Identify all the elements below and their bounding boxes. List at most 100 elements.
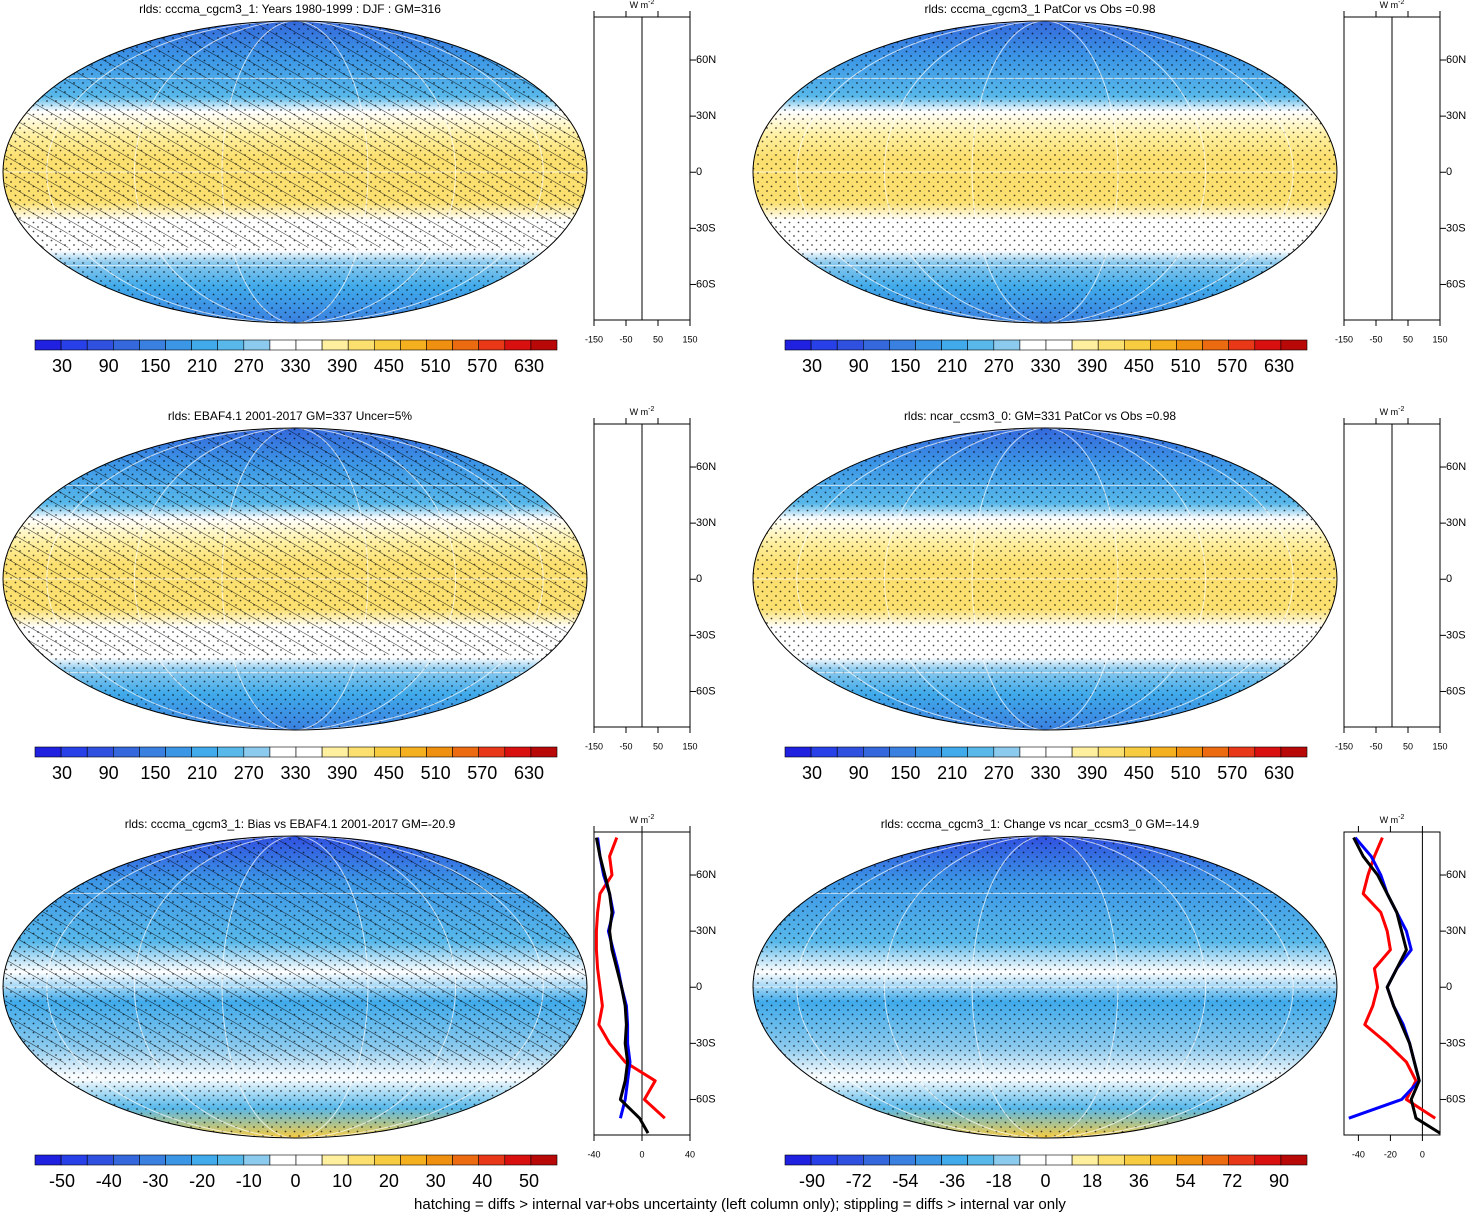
unit-text: W m (630, 407, 649, 417)
colorbar-swatch (1045, 746, 1073, 758)
colorbar-swatch (1280, 746, 1308, 758)
colorbar-label: 90 (849, 356, 869, 376)
colorbar-swatch (967, 1154, 995, 1166)
unit-exponent: -2 (1398, 0, 1404, 6)
x-tick-label: 0 (1420, 1149, 1425, 1159)
x-tick-label: -150 (585, 334, 603, 344)
colorbar-swatch (269, 1154, 297, 1166)
y-tick-label: 30N (1446, 925, 1466, 937)
colorbar-swatch (191, 339, 219, 351)
colorbar-swatch (1071, 1154, 1099, 1166)
map-overlay (3, 836, 587, 1138)
colorbar-swatch (1280, 339, 1308, 351)
y-tick-label: 0 (1446, 166, 1452, 178)
x-tick-label: 150 (682, 741, 697, 751)
hatching (3, 836, 587, 1063)
colorbar-swatch (1176, 746, 1203, 758)
colorbar-label: 90 (1269, 1171, 1289, 1191)
colorbar-swatch (400, 746, 427, 758)
colorbar-swatch (86, 746, 114, 758)
y-tick-label: 0 (696, 166, 702, 178)
colorbar-swatch (321, 339, 349, 351)
colorbar-label: 0 (1040, 1171, 1050, 1191)
x-tick-label: 50 (1403, 334, 1413, 344)
colorbar-swatch (889, 746, 916, 758)
colorbar-swatch (1280, 1154, 1308, 1166)
colorbar-label: 570 (1217, 356, 1247, 376)
colorbar-swatch (1019, 746, 1047, 758)
colorbar-label: 330 (1030, 763, 1060, 783)
colorbar-swatch (1228, 339, 1256, 351)
colorbar-swatch (1228, 746, 1256, 758)
colorbar-swatch (1254, 339, 1282, 351)
colorbar-swatch (426, 1154, 453, 1166)
colorbar-swatch (810, 746, 838, 758)
colorbar-label: 330 (280, 763, 310, 783)
colorbar-label: -20 (189, 1171, 215, 1191)
unit-exponent: -2 (648, 0, 654, 6)
colorbar-label: -10 (236, 1171, 262, 1191)
colorbar-swatch (113, 746, 140, 758)
unit-exponent: -2 (1398, 406, 1404, 413)
y-tick-label: 60S (1446, 685, 1466, 697)
colorbar-label: 270 (984, 356, 1014, 376)
colorbar-swatch (426, 746, 453, 758)
colorbar-swatch (269, 339, 297, 351)
y-tick-label: 30S (696, 1037, 716, 1049)
unit-label: W m-2 (1380, 406, 1405, 418)
y-tick-label: 30N (1446, 517, 1466, 529)
map-border (752, 835, 1338, 1139)
y-tick-label: 30S (1446, 1037, 1466, 1049)
colorbar-label: -18 (986, 1171, 1012, 1191)
colorbar-swatch (862, 746, 890, 758)
colorbar-swatch (504, 746, 532, 758)
colorbar-swatch (269, 746, 297, 758)
colorbar-swatch (1202, 339, 1229, 351)
y-tick-label: 0 (696, 981, 702, 993)
unit-exponent: -2 (648, 406, 654, 413)
zonal-frame (1343, 831, 1441, 1136)
colorbar-swatch (34, 339, 62, 351)
map-border (2, 427, 588, 731)
colorbar-label: 150 (140, 356, 170, 376)
colorbar-label: 30 (52, 356, 72, 376)
colorbar-swatch (1071, 746, 1099, 758)
colorbar-swatch (993, 339, 1021, 351)
colorbar-label: 210 (937, 356, 967, 376)
colorbar-label: 30 (426, 1171, 446, 1191)
x-tick-label: 50 (653, 741, 663, 751)
zonal-line (594, 837, 650, 1134)
y-tick-label: 60N (1446, 869, 1466, 881)
colorbar-swatch (34, 746, 62, 758)
unit-text: W m (1380, 815, 1399, 825)
y-tick-label: 30S (1446, 222, 1466, 234)
colorbar-swatch (504, 1154, 532, 1166)
colorbar-swatch (165, 746, 192, 758)
colorbar-label: 570 (467, 763, 497, 783)
y-tick-label: 30S (696, 629, 716, 641)
colorbar-label: 510 (421, 356, 451, 376)
colorbar-label: 20 (379, 1171, 399, 1191)
colorbar-label: 10 (332, 1171, 352, 1191)
y-tick-label: 30N (1446, 110, 1466, 122)
unit-text: W m (630, 815, 649, 825)
colorbar-label: 330 (1030, 356, 1060, 376)
x-tick-label: 50 (653, 334, 663, 344)
colorbar-label: 630 (514, 356, 544, 376)
x-tick-label: -50 (1369, 741, 1382, 751)
colorbar-label: 450 (374, 356, 404, 376)
colorbar-swatch (784, 1154, 812, 1166)
colorbar-swatch (941, 746, 968, 758)
colorbar-swatch (810, 339, 838, 351)
x-tick-label: 50 (1403, 741, 1413, 751)
colorbar-label: 450 (374, 763, 404, 783)
colorbar-swatch (243, 1154, 271, 1166)
colorbar-swatch (1254, 746, 1282, 758)
colorbar-swatch (217, 1154, 245, 1166)
colorbar-swatch (217, 339, 245, 351)
y-tick-label: 60N (696, 54, 716, 66)
colorbar-swatch (862, 1154, 890, 1166)
colorbar-label: 30 (802, 763, 822, 783)
colorbar-swatch (1071, 339, 1099, 351)
y-tick-label: 60N (696, 461, 716, 473)
